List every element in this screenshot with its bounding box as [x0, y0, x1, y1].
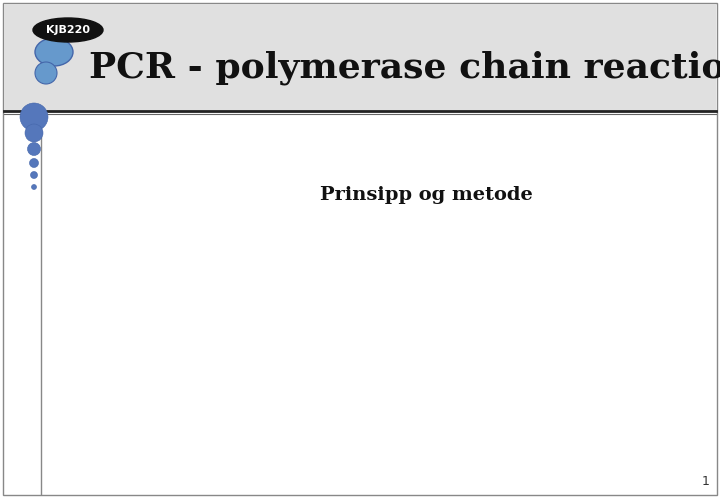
Text: 1: 1: [702, 475, 710, 488]
Circle shape: [27, 142, 40, 155]
Ellipse shape: [35, 38, 73, 66]
Circle shape: [30, 171, 37, 178]
Circle shape: [32, 184, 37, 190]
Text: PCR - polymerase chain reaction: PCR - polymerase chain reaction: [89, 51, 720, 85]
Circle shape: [35, 62, 57, 84]
Circle shape: [25, 124, 43, 142]
Circle shape: [30, 158, 38, 167]
Circle shape: [20, 103, 48, 131]
Bar: [4, 4, 716, 111]
Text: KJB220: KJB220: [46, 25, 90, 35]
Ellipse shape: [33, 18, 103, 42]
Text: Prinsipp og metode: Prinsipp og metode: [320, 186, 533, 204]
